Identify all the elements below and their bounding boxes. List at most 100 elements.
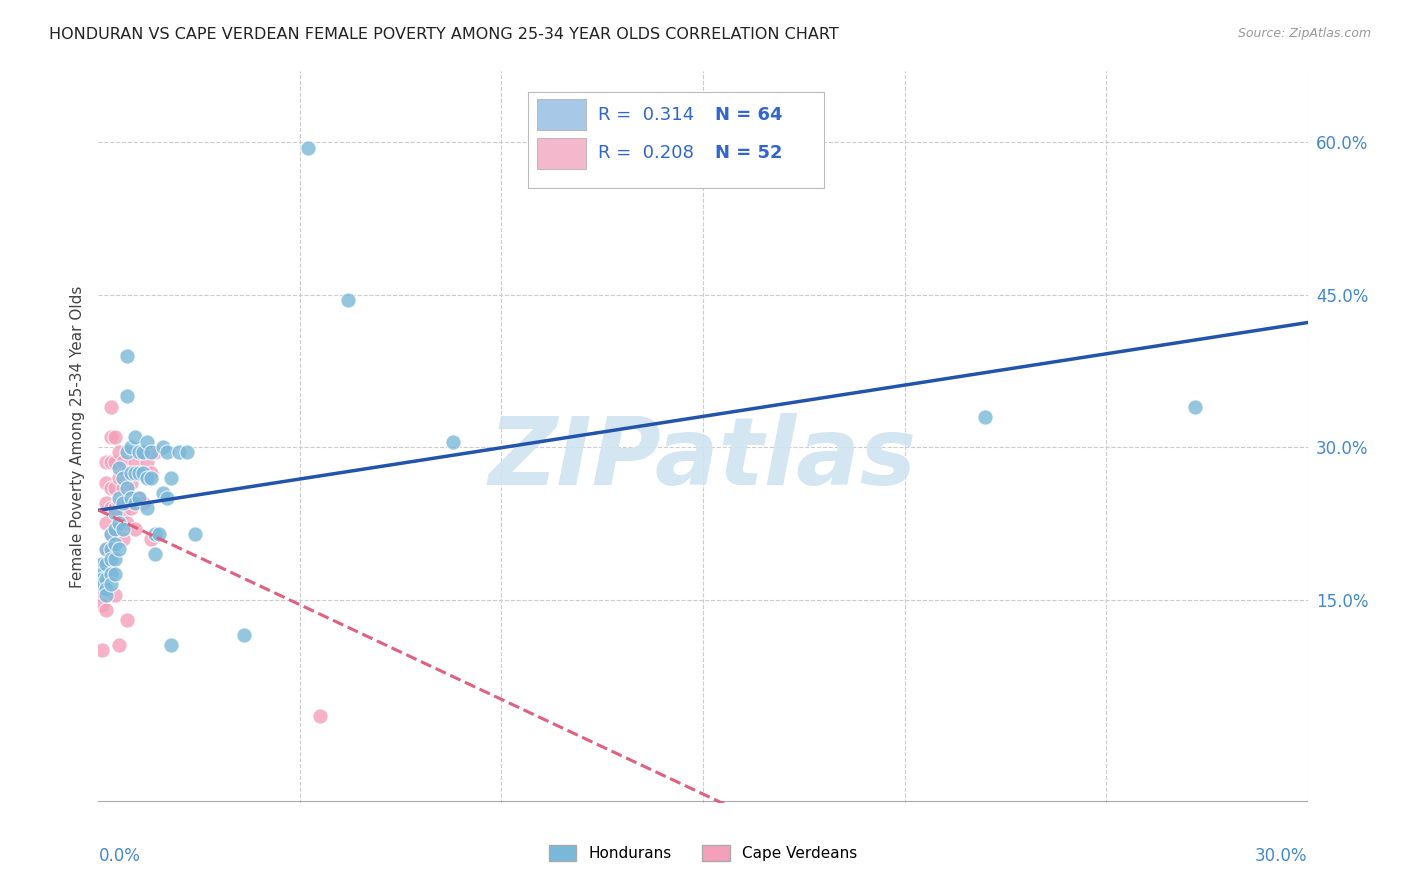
Point [91, 598, 114, 612]
Point [96, 603, 118, 617]
Text: 0.0%: 0.0% [98, 847, 141, 864]
Point [100, 501, 122, 516]
Point [135, 435, 157, 450]
Point [111, 506, 134, 520]
Point [100, 481, 122, 495]
Point [103, 552, 125, 566]
Point [115, 349, 138, 363]
FancyBboxPatch shape [537, 138, 586, 169]
Point [111, 481, 134, 495]
Point [100, 400, 122, 414]
Point [91, 577, 114, 591]
Point [441, 435, 464, 450]
Text: Source: ZipAtlas.com: Source: ZipAtlas.com [1237, 27, 1371, 40]
Point [184, 526, 207, 541]
Point [115, 613, 138, 627]
Point [124, 430, 146, 444]
Point [139, 466, 162, 480]
FancyBboxPatch shape [537, 99, 586, 130]
Point [156, 445, 179, 459]
Point [297, 140, 319, 154]
Point [96, 541, 118, 556]
Point [103, 567, 125, 582]
Point [103, 501, 125, 516]
Point [96, 557, 118, 571]
Point [100, 552, 122, 566]
Point [143, 547, 166, 561]
Point [91, 567, 114, 582]
Point [91, 557, 114, 571]
Point [139, 445, 162, 459]
Point [107, 471, 129, 485]
Point [115, 491, 138, 505]
Point [124, 466, 146, 480]
Point [111, 471, 134, 485]
Point [91, 572, 114, 586]
Point [135, 471, 157, 485]
Point [139, 471, 162, 485]
Point [120, 440, 142, 454]
Point [124, 455, 146, 469]
Point [107, 491, 129, 505]
Point [96, 475, 118, 490]
Point [148, 526, 170, 541]
Text: N = 52: N = 52 [716, 145, 783, 162]
Point [103, 537, 125, 551]
Point [96, 582, 118, 597]
Point [96, 588, 118, 602]
Point [143, 526, 166, 541]
Point [309, 709, 332, 723]
Point [176, 445, 198, 459]
Point [337, 293, 360, 307]
Point [111, 532, 134, 546]
Point [128, 491, 150, 505]
Point [120, 501, 142, 516]
Point [107, 496, 129, 510]
Point [100, 567, 122, 582]
Point [96, 541, 118, 556]
Point [128, 491, 150, 505]
Point [132, 466, 155, 480]
Point [974, 409, 997, 424]
Text: HONDURAN VS CAPE VERDEAN FEMALE POVERTY AMONG 25-34 YEAR OLDS CORRELATION CHART: HONDURAN VS CAPE VERDEAN FEMALE POVERTY … [49, 27, 839, 42]
Point [128, 445, 150, 459]
Point [96, 455, 118, 469]
Point [100, 455, 122, 469]
Text: ZIPatlas: ZIPatlas [489, 413, 917, 505]
Point [143, 445, 166, 459]
Point [132, 445, 155, 459]
Point [128, 466, 150, 480]
Point [107, 445, 129, 459]
Point [107, 460, 129, 475]
FancyBboxPatch shape [527, 92, 824, 188]
Point [103, 588, 125, 602]
Point [111, 455, 134, 469]
Point [96, 562, 118, 576]
Point [96, 572, 118, 586]
Point [132, 445, 155, 459]
Point [120, 466, 142, 480]
Text: R =  0.314: R = 0.314 [598, 105, 695, 123]
Point [100, 577, 122, 591]
Point [100, 526, 122, 541]
Point [124, 521, 146, 535]
Point [100, 526, 122, 541]
Point [100, 567, 122, 582]
Y-axis label: Female Poverty Among 25-34 Year Olds: Female Poverty Among 25-34 Year Olds [69, 286, 84, 588]
Point [96, 582, 118, 597]
Point [100, 430, 122, 444]
Point [103, 481, 125, 495]
Point [1184, 400, 1206, 414]
Point [115, 516, 138, 531]
Point [111, 496, 134, 510]
Point [124, 496, 146, 510]
Point [152, 440, 174, 454]
Text: R =  0.208: R = 0.208 [598, 145, 693, 162]
Point [91, 567, 114, 582]
Legend: Hondurans, Cape Verdeans: Hondurans, Cape Verdeans [548, 845, 858, 861]
Point [111, 521, 134, 535]
Point [100, 541, 122, 556]
Point [115, 481, 138, 495]
Point [91, 643, 114, 657]
Point [103, 521, 125, 535]
